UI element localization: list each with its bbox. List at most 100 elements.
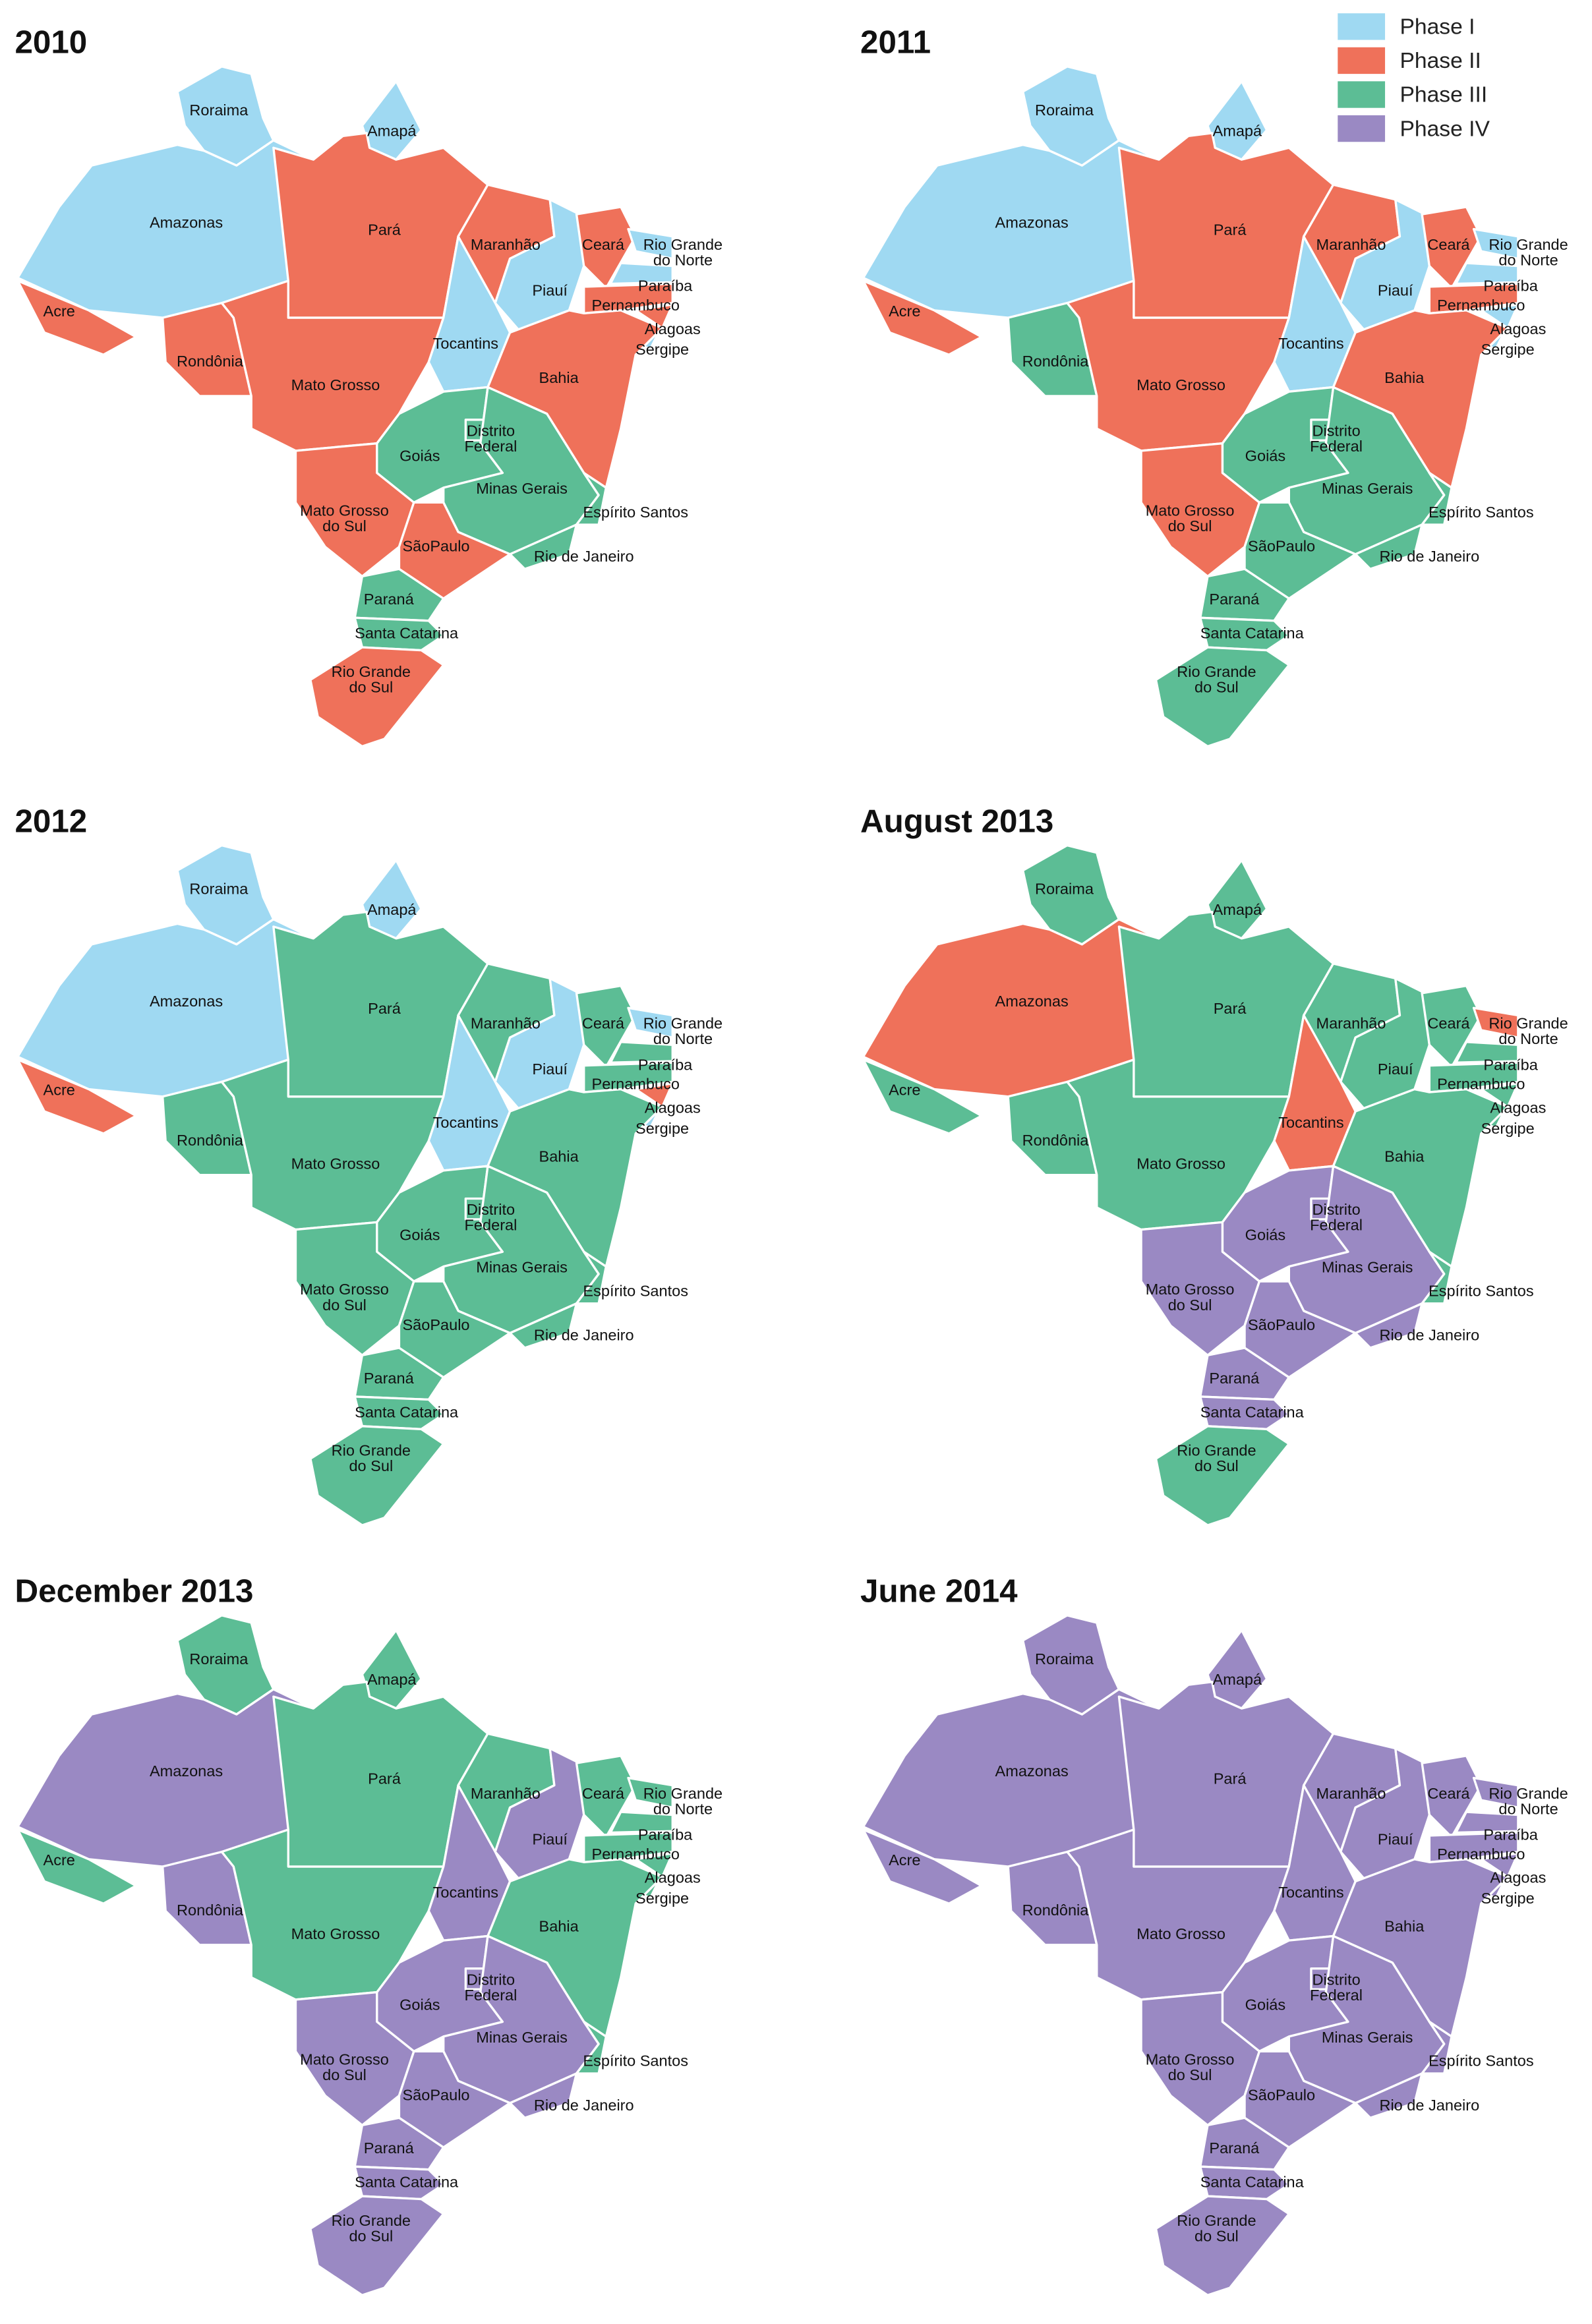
state-region [16,1059,137,1135]
state-label: Acre [44,1851,75,1869]
state-region [1421,1250,1453,1305]
state-region [575,1250,608,1305]
state-label: Rio de Janeiro [1379,548,1479,565]
state-label: do Sul [1168,1296,1212,1314]
state-label: Amazonas [995,214,1069,231]
state-label: do Sul [322,1296,367,1314]
state-label: Bahia [539,1147,579,1165]
state-region [1154,2195,1290,2296]
state-label: Rio de Janeiro [534,2097,634,2114]
state-label: Pernambuco [1437,297,1525,314]
state-label: do Norte [1498,1800,1558,1817]
state-label: Pernambuco [1437,1076,1525,1093]
state-label: Piauí [532,1060,568,1078]
state-label: do Norte [1498,1030,1558,1047]
state-label: Alagoas [645,320,701,337]
map-panel: 2010 Roraima Amapá Amazonas Pará Acre Rondônia… [15,24,722,748]
state-label: Federal [1310,438,1363,455]
state-label: do Sul [322,517,367,535]
state-label: Rio de Janeiro [534,548,634,565]
state-label: Pernambuco [1437,1845,1525,1863]
state-label: Ceará [1427,236,1470,253]
state-label: Rio Grande [332,2212,411,2229]
state-label: Pará [368,1770,401,1787]
legend-label: Phase I [1400,15,1475,40]
legend-label: Phase II [1400,49,1481,73]
state-region [16,1828,137,1905]
state-label: Tocantins [433,335,498,352]
state-label: Paraíba [1483,1826,1538,1844]
state-label: Roraima [1035,1650,1094,1668]
state-label: Minas Gerais [1322,2029,1413,2046]
state-label: Amapá [1213,122,1262,139]
state-label: Goiás [1245,1226,1285,1243]
state-label: Distrito [467,1971,515,1988]
state-label: Paraná [1209,591,1260,608]
state-label: Rio Grande [332,663,411,680]
state-region [1455,1041,1519,1064]
state-region [1472,227,1519,260]
state-label: do Sul [349,1457,393,1474]
state-region [353,567,445,622]
state-label: Espírito Santos [583,504,688,521]
state-region [353,616,445,652]
state-label: Tocantins [433,1114,498,1131]
state-label: Pernambuco [592,1076,680,1093]
state-label: Maranhão [1316,236,1386,253]
state-label: Mato Grosso [1146,1281,1235,1298]
state-label: do Norte [1498,251,1558,268]
state-label: Amazonas [150,214,223,231]
state-label: Santa Catarina [1200,625,1305,642]
state-label: SãoPaulo [1248,2086,1315,2103]
state-label: Santa Catarina [1200,2174,1305,2191]
state-label: Rio Grande [643,1015,722,1032]
state-label: Distrito [467,422,515,439]
state-region [1199,1347,1290,1401]
state-label: Rio de Janeiro [1379,1327,1479,1344]
state-region [575,471,608,526]
state-region [583,282,674,315]
state-region [1428,1831,1519,1863]
state-label: Sergipe [1481,1890,1535,1907]
state-label: Federal [465,1217,517,1234]
state-label: Minas Gerais [1322,480,1413,497]
state-label: Tocantins [1278,1114,1343,1131]
legend-label: Phase IV [1400,117,1490,141]
state-label: Rondônia [1022,1902,1090,1919]
panel-title: 2011 [860,24,931,61]
state-label: Bahia [1384,369,1425,386]
state-region [1199,616,1290,652]
state-label: Bahia [1384,1147,1425,1165]
state-label: Piauí [1378,1060,1413,1078]
state-label: Pernambuco [592,297,680,314]
state-region [1472,1006,1519,1039]
state-region [309,646,445,748]
state-label: Rondônia [177,353,244,370]
state-label: Bahia [539,1918,579,1935]
state-label: do Sul [349,2227,393,2244]
state-region [1428,1061,1519,1093]
state-label: Paraíba [638,277,693,295]
state-label: Maranhão [471,236,541,253]
state-label: Mato Grosso [1136,1925,1225,1942]
state-label: Mato Grosso [1136,376,1225,393]
state-label: Espírito Santos [1429,2052,1534,2070]
state-label: Rondônia [177,1902,244,1919]
state-label: Piauí [1378,1830,1413,1847]
state-label: Mato Grosso [1146,502,1235,519]
state-label: Distrito [467,1201,515,1218]
state-label: Ceará [582,1015,625,1032]
state-label: Maranhão [471,1015,541,1032]
state-label: Distrito [1312,422,1360,439]
state-label: Bahia [1384,1918,1425,1935]
state-region [627,1006,674,1039]
state-region [1480,1082,1519,1109]
state-label: Roraima [189,102,249,119]
state-label: Paraná [1209,1370,1260,1387]
state-label: Acre [44,303,75,320]
state-label: Federal [1310,1217,1363,1234]
state-label: Roraima [189,1650,249,1668]
state-region [353,2116,445,2171]
state-label: do Norte [653,1030,713,1047]
state-label: Bahia [539,369,579,386]
